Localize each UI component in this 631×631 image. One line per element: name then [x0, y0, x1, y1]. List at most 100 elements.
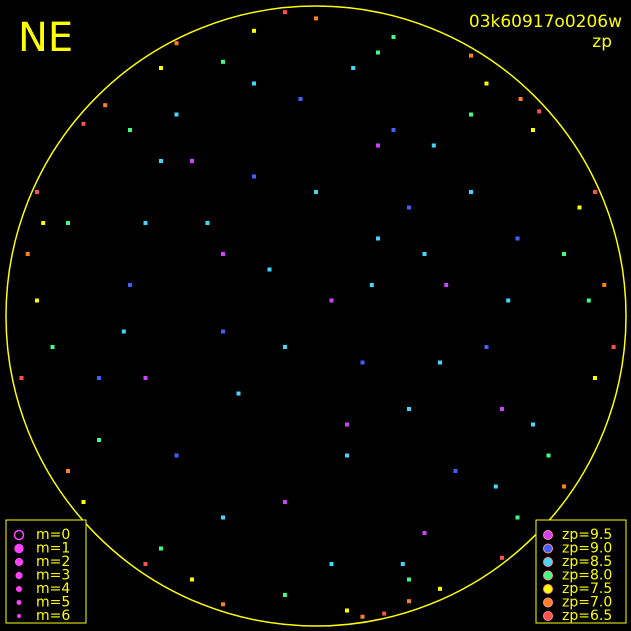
star-point [121, 329, 126, 334]
star-point [221, 59, 225, 64]
star-point [221, 515, 225, 520]
star-point [35, 298, 39, 303]
star-point [484, 81, 489, 86]
star-point [593, 376, 597, 380]
size-legend-box [5, 519, 87, 624]
star-point [345, 453, 349, 458]
corner-label: NE [18, 15, 73, 61]
size-legend-label: m=6 [36, 608, 70, 624]
star-point [252, 28, 256, 33]
star-point [453, 469, 458, 473]
star-point [515, 236, 520, 241]
star-point [611, 345, 616, 349]
horizon-circle [5, 5, 627, 627]
star-point [391, 128, 396, 132]
size-legend-marker [15, 585, 23, 593]
color-legend-label: zp=7.5 [562, 581, 612, 597]
star-point [376, 50, 380, 55]
star-point [314, 190, 318, 194]
star-point [174, 41, 179, 46]
star-point [593, 190, 597, 194]
star-point [351, 66, 356, 70]
star-point [81, 121, 86, 126]
star-point [329, 298, 334, 303]
star-point [298, 97, 303, 101]
star-point [382, 611, 387, 616]
star-point [422, 531, 427, 535]
color-legend-marker [543, 543, 553, 554]
color-legend-marker [543, 570, 553, 581]
star-point [174, 112, 179, 117]
star-point [283, 345, 287, 349]
star-point [369, 283, 374, 287]
star-point [50, 345, 55, 349]
star-point [221, 252, 225, 256]
star-point [19, 376, 24, 380]
star-point [283, 593, 287, 597]
color-legend-label: zp=9.0 [562, 541, 612, 557]
star-point [586, 298, 591, 303]
star-point [252, 81, 256, 86]
size-legend-marker [17, 614, 21, 618]
star-point [159, 159, 163, 163]
star-point [103, 103, 108, 108]
star-point [469, 112, 473, 117]
star-point [407, 599, 411, 604]
star-point [407, 205, 411, 210]
star-point [531, 422, 535, 427]
star-point [345, 608, 349, 613]
star-point [400, 562, 405, 566]
star-point [221, 329, 225, 334]
size-legend-marker [14, 543, 24, 554]
star-point [143, 562, 148, 566]
star-point [360, 614, 365, 619]
star-point [422, 252, 427, 256]
star-point [190, 159, 194, 163]
star-point [376, 143, 380, 148]
star-point [345, 422, 349, 427]
star-point [531, 128, 535, 132]
star-point [283, 10, 287, 15]
size-legend-label: m=0 [36, 527, 70, 543]
star-point [97, 376, 101, 380]
size-legend-marker [13, 529, 25, 541]
star-point [391, 35, 396, 39]
star-point [493, 484, 498, 489]
star-point [438, 586, 442, 591]
star-point [25, 252, 30, 256]
size-legend-marker [15, 571, 23, 580]
star-point [500, 407, 504, 411]
color-legend-marker [543, 611, 553, 621]
star-point [159, 66, 163, 70]
star-point [314, 16, 318, 21]
color-legend-label: zp=6.5 [562, 608, 612, 624]
star-point [66, 221, 70, 225]
color-legend-label: zp=7.0 [562, 595, 612, 611]
star-point [546, 453, 551, 458]
star-point [221, 602, 225, 607]
star-point [602, 283, 607, 287]
star-point [469, 190, 473, 194]
star-point [283, 500, 287, 504]
star-point [562, 484, 566, 489]
size-legend-label: m=2 [36, 554, 70, 570]
color-legend-marker [543, 530, 553, 540]
star-point [205, 221, 210, 225]
chart-title: 03k60917o0206w [469, 12, 622, 32]
star-point [469, 53, 473, 58]
star-point [515, 515, 520, 520]
color-legend-label: zp=8.0 [562, 568, 612, 584]
star-point [431, 143, 436, 148]
size-legend-marker [16, 600, 22, 605]
star-point [174, 453, 179, 458]
star-point [537, 109, 542, 114]
star-point [143, 376, 148, 380]
size-legend-label: m=3 [36, 568, 70, 584]
star-point [407, 407, 411, 411]
star-point [500, 555, 504, 560]
color-legend-marker [543, 597, 553, 608]
star-point [159, 546, 163, 551]
star-point [128, 283, 132, 287]
star-point [577, 205, 582, 210]
